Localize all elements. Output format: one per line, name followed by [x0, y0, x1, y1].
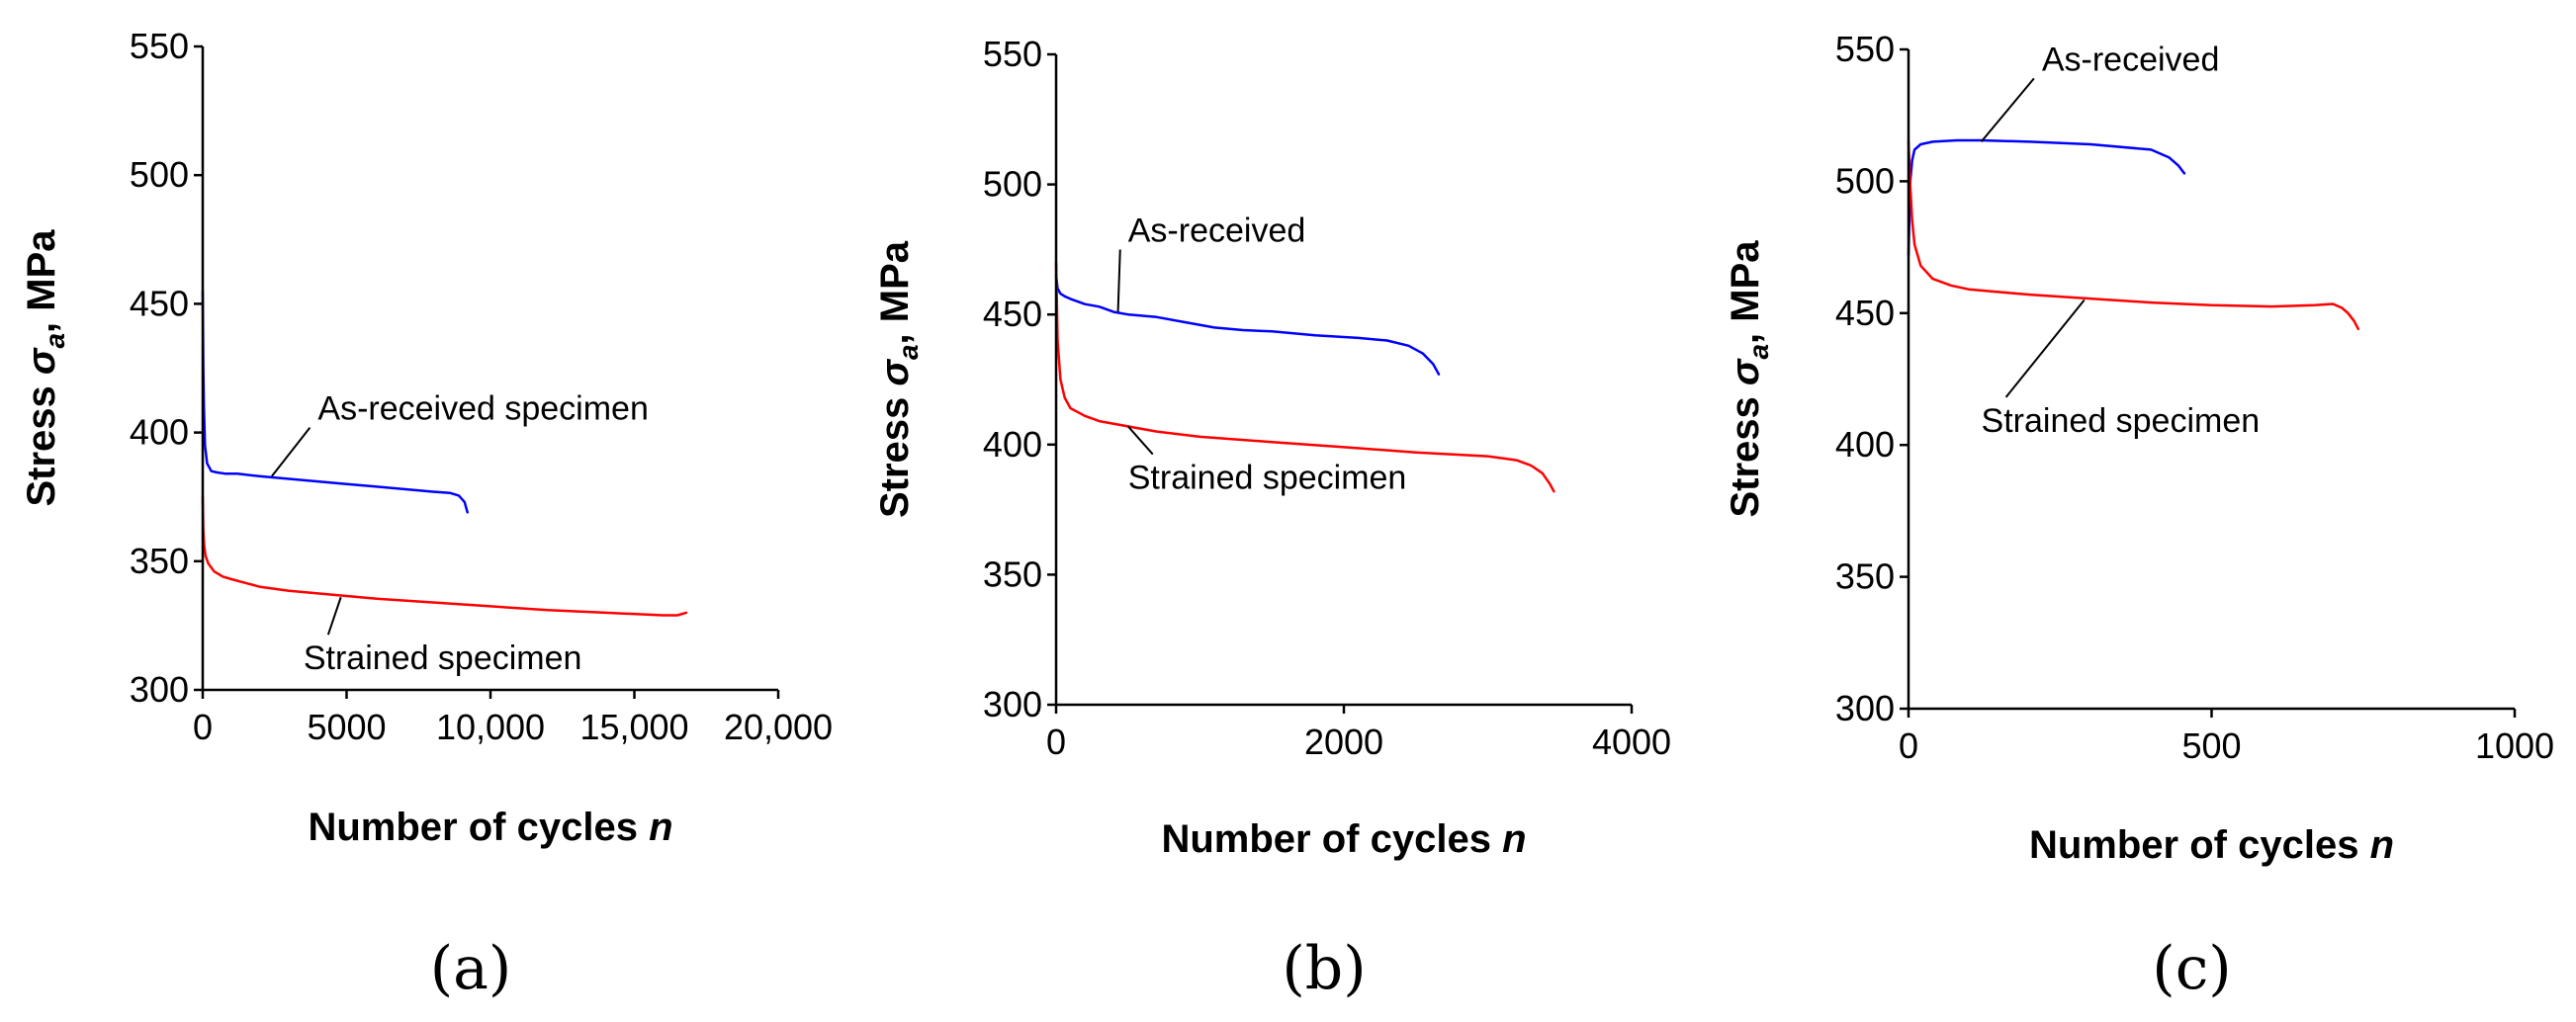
chart-b-annotation-label: Strained specimen [1128, 460, 1407, 497]
chart-c-x-tick-label: 500 [2181, 725, 2241, 766]
chart-c: 300 350 400 450 500 550 0 500 1000 Stress σa, MP… [1724, 29, 2554, 1003]
chart-a-annotation-label: As-received specimen [317, 390, 648, 428]
chart-a-x-tick-label: 15,000 [579, 707, 688, 747]
chart-a-y-tick-label: 450 [130, 283, 189, 323]
chart-b-annotation-leader [1116, 249, 1121, 312]
chart-c-y-axis-title: Stress σa, MPa [1724, 240, 1774, 518]
chart-a-y-tick-label: 500 [130, 154, 189, 195]
chart-b-y-tick-label: 300 [983, 684, 1042, 724]
chart-c-annotation-label: As-received [2042, 41, 2220, 78]
chart-c-annotation-label: Strained specimen [1982, 402, 2261, 440]
chart-b-y-tick-label: 350 [983, 554, 1042, 594]
chart-c-y-tick-label: 300 [1835, 688, 1895, 728]
chart-b-y-tick-label: 500 [983, 164, 1042, 205]
chart-b-panel-label: (b) [1282, 934, 1366, 1003]
chart-b-y-tick-label: 550 [983, 34, 1042, 74]
chart-a-annotation-label: Strained specimen [304, 639, 582, 677]
chart-b-y-axis-title: Stress σa, MPa [873, 240, 924, 518]
chart-c-ticks: 300 350 400 450 500 550 0 500 1000 [1835, 29, 2554, 766]
chart-c-lines [1907, 138, 2360, 331]
chart-a-y-tick-label: 400 [130, 412, 189, 453]
chart-a-y-tick-label: 350 [130, 541, 189, 581]
chart-a-x-axis-title: Number of cycles n [308, 806, 672, 849]
chart-a-annotation-leader [271, 426, 311, 477]
chart-a-y-tick-label: 300 [130, 669, 189, 710]
chart-c-y-tick-label: 550 [1835, 29, 1895, 69]
chart-a-x-tick-label: 0 [193, 707, 213, 747]
chart-b-x-tick-label: 2000 [1304, 722, 1383, 762]
chart-a-annotation-leader [326, 596, 342, 636]
chart-c-y-tick-label: 350 [1835, 556, 1895, 597]
chart-c-x-axis-title: Number of cycles n [2029, 823, 2394, 867]
chart-a-annotations: As-received specimen Strained specimen [271, 390, 649, 677]
chart-b-lines [1054, 261, 1555, 493]
chart-b-annotations: As-received Strained specimen [1116, 213, 1407, 497]
chart-c-series-as-received-line [1907, 138, 2186, 257]
chart-b-series-strained-line [1054, 261, 1555, 493]
chart-c-annotations: As-received Strained specimen [1980, 41, 2261, 440]
chart-a-axes [201, 46, 778, 692]
chart-b-y-tick-label: 450 [983, 294, 1042, 334]
chart-b-series-as-received-line [1054, 274, 1441, 376]
chart-a-x-tick-label: 20,000 [724, 707, 833, 747]
chart-a-ticks: 300 350 400 450 500 550 0 5000 10,000 15,000 20,00… [130, 26, 833, 747]
chart-c-axes [1907, 49, 2515, 711]
chart-b-y-tick-label: 400 [983, 424, 1042, 465]
chart-c-y-tick-label: 450 [1835, 293, 1895, 333]
chart-b-annotation-label: As-received [1128, 213, 1306, 250]
chart-b-axes [1054, 54, 1632, 707]
chart-c-x-tick-label: 1000 [2475, 725, 2554, 766]
chart-b-x-tick-label: 0 [1046, 722, 1066, 762]
chart-a-lines [201, 290, 688, 617]
chart-a: 300 350 400 450 500 550 0 5000 10,000 15,000 20,00… [20, 26, 833, 1003]
chart-c-annotation-leader [1980, 77, 2035, 143]
chart-c-panel-label: (c) [2152, 934, 2231, 1003]
chart-a-series-strained-line [201, 495, 688, 617]
chart-a-panel-label: (a) [430, 934, 512, 1003]
chart-b-annotation-leader [1127, 425, 1154, 456]
chart-b-x-tick-label: 4000 [1592, 722, 1671, 762]
chart-a-x-tick-label: 10,000 [436, 707, 545, 747]
chart-b-ticks: 300 350 400 450 500 550 0 2000 4000 [983, 34, 1671, 762]
chart-c-y-tick-label: 500 [1835, 160, 1895, 201]
chart-c-y-tick-label: 400 [1835, 424, 1895, 465]
chart-b-x-axis-title: Number of cycles n [1161, 817, 1526, 861]
chart-b: 300 350 400 450 500 550 0 2000 4000 Stress σa, M… [873, 34, 1671, 1003]
chart-c-annotation-leader [2004, 298, 2086, 398]
chart-a-y-axis-title: Stress σa, MPa [20, 229, 70, 507]
chart-c-series-strained-line [1907, 140, 2360, 331]
chart-a-series-as-received-line [201, 290, 469, 514]
chart-a-x-tick-label: 5000 [307, 707, 386, 747]
chart-c-x-tick-label: 0 [1899, 725, 1918, 766]
chart-a-y-tick-label: 550 [130, 26, 189, 66]
